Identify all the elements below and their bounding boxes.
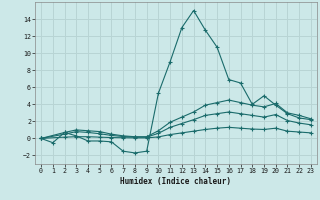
- X-axis label: Humidex (Indice chaleur): Humidex (Indice chaleur): [121, 177, 231, 186]
